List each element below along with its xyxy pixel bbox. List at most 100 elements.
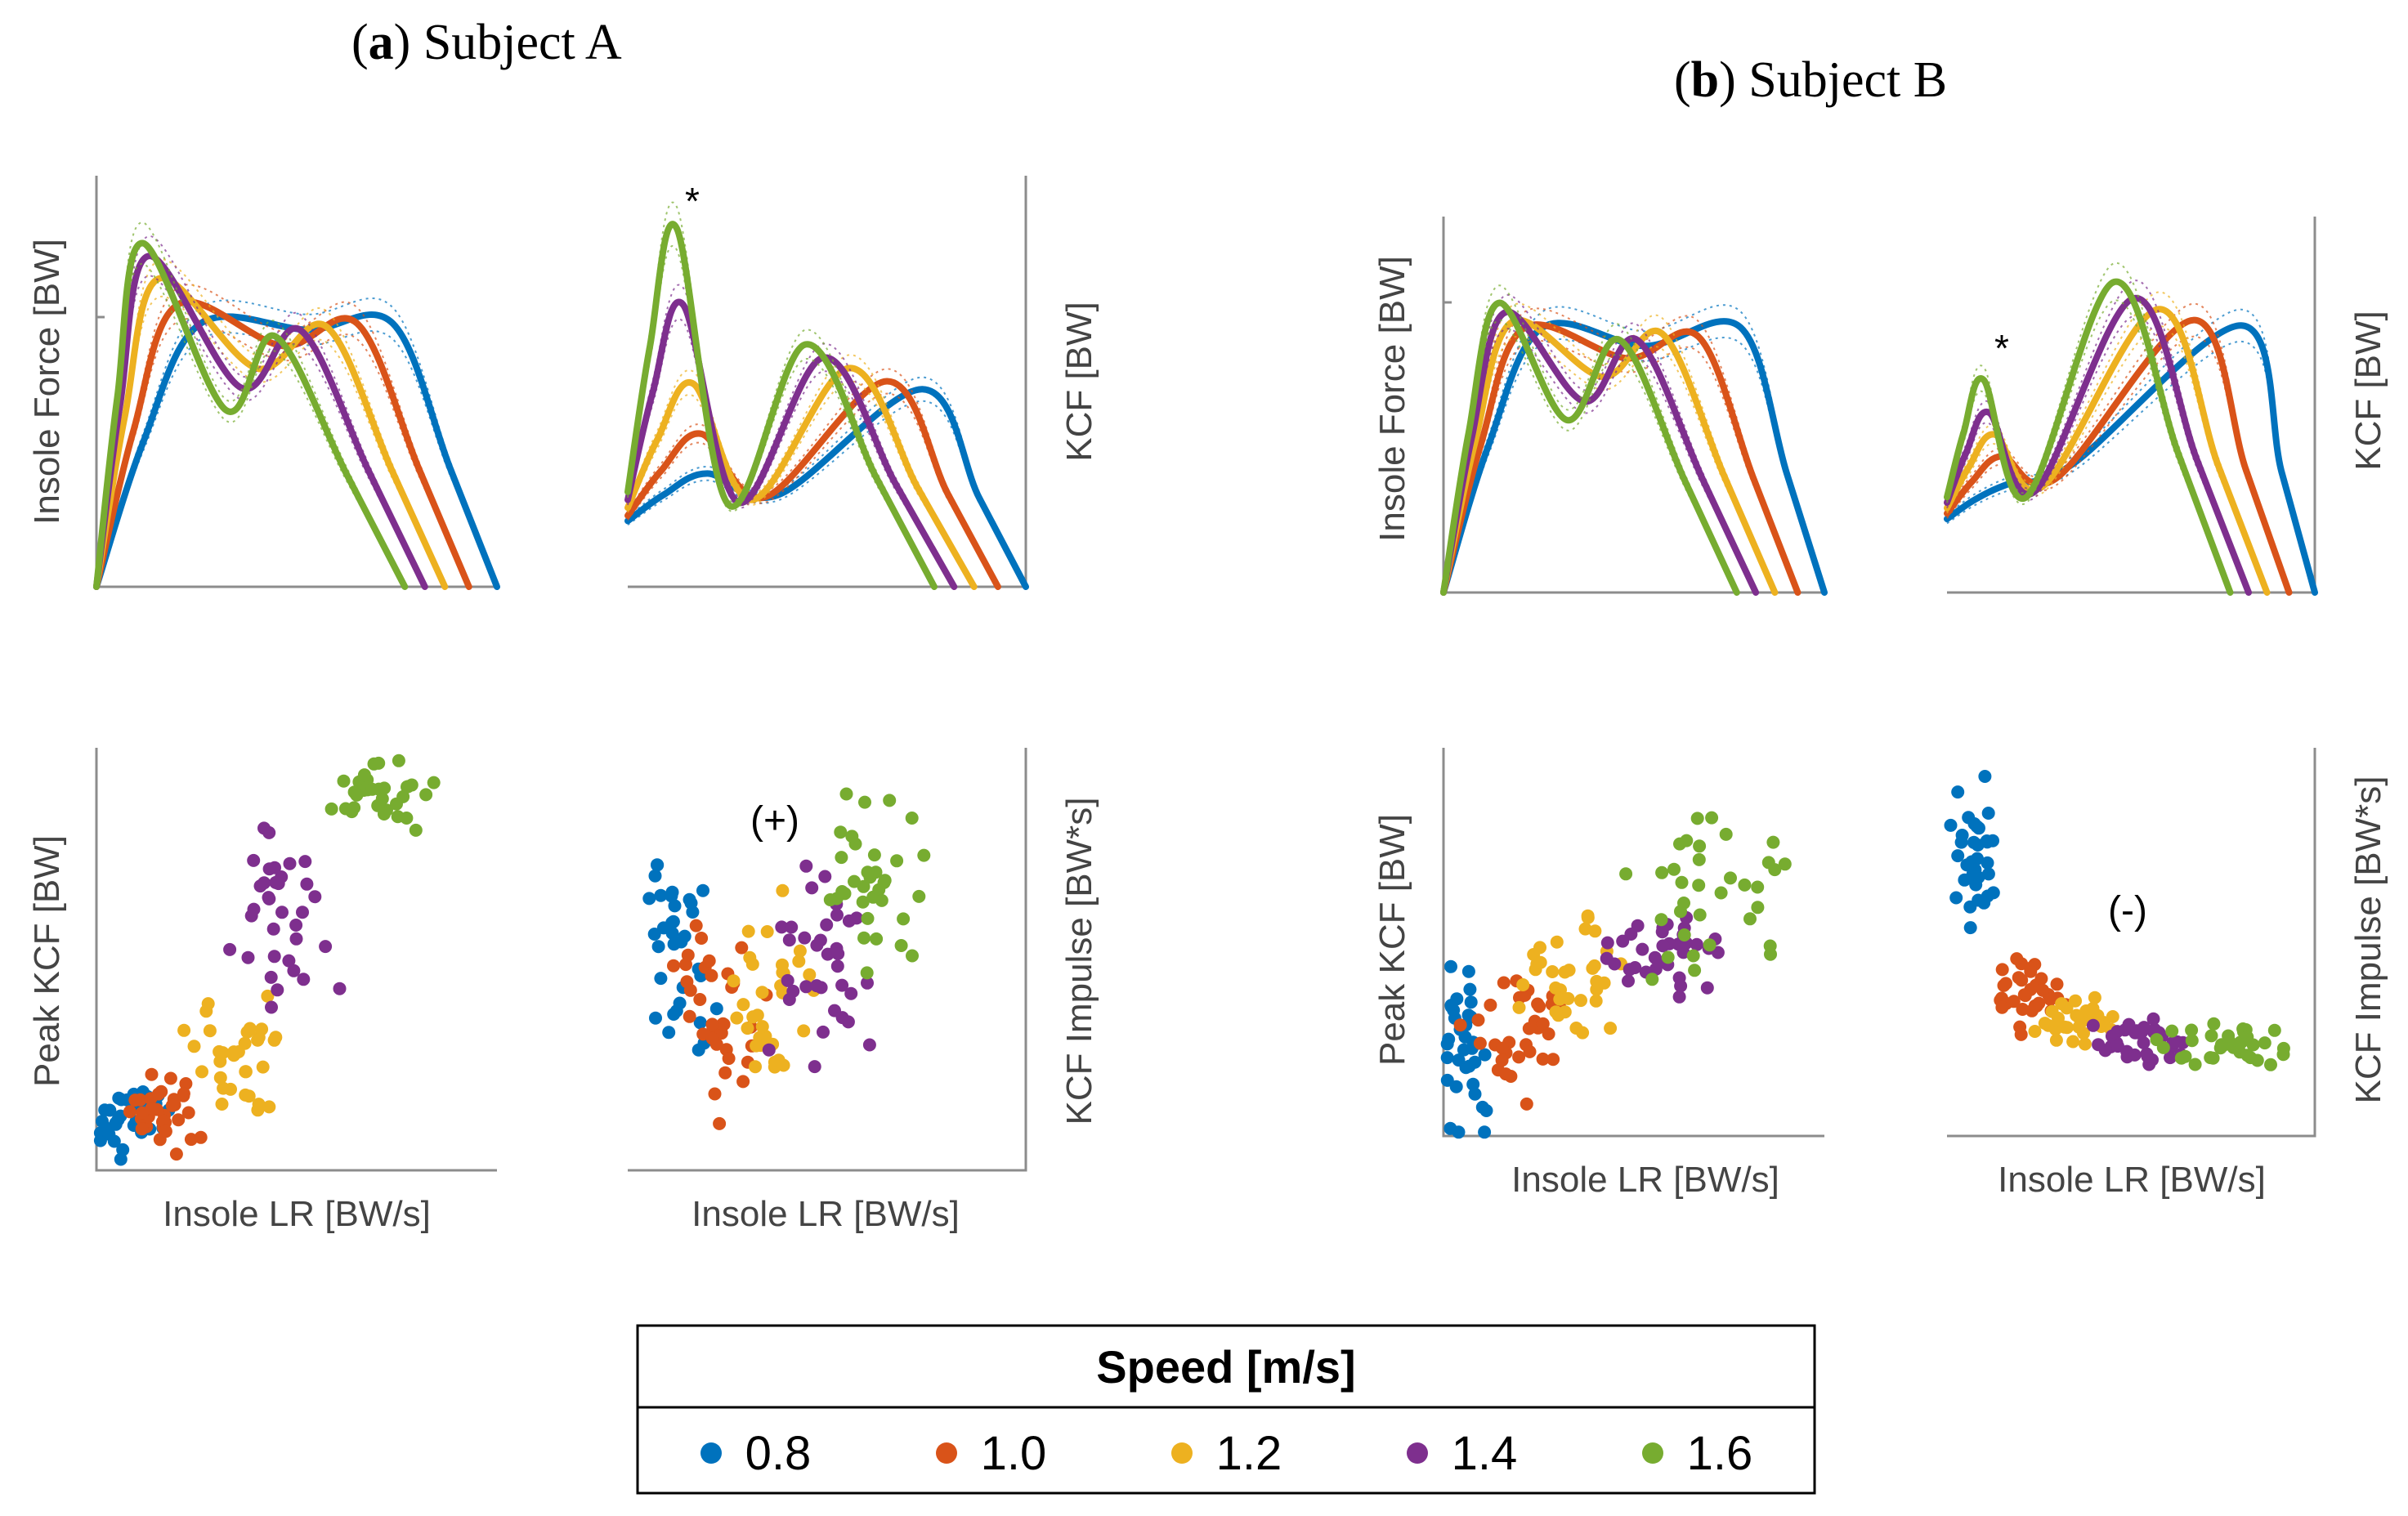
scatter-point-1.0 [1484,998,1497,1012]
scatter-point-1.4 [262,825,276,839]
scatter-point-1.0 [1473,1036,1487,1050]
series-line-1.6 [93,239,409,590]
panel-b-letter: b [1691,52,1719,108]
legend-entries: 0.8 1.0 1.2 1.4 1.6 [700,1427,1752,1480]
scatter-point-1.4 [762,1043,776,1057]
scatter-point-1.2 [2066,1035,2080,1049]
scatter-point-1.0 [165,1098,179,1112]
scatter-point-1.6 [1692,879,1706,892]
scatter-point-1.4 [844,986,858,1000]
scatter-point-0.8 [1951,785,1965,799]
scatter-point-0.8 [649,1011,662,1025]
scatter-point-1.6 [823,893,837,906]
scatter-point-1.2 [777,1058,790,1072]
scatter-point-0.8 [1468,1087,1482,1101]
scatter-point-1.2 [242,1089,256,1103]
series-1.2-lower-band [1946,325,2268,593]
scatter-point-1.2 [1549,981,1563,995]
scatter-point-1.4 [841,1015,855,1029]
scatter-point-1.6 [867,848,881,862]
scatter-point-1.0 [163,1071,177,1085]
scatter-point-1.6 [834,825,848,839]
scatter-point-1.6 [1654,913,1668,927]
scatter-point-1.2 [243,1022,257,1035]
x-axis-label: Insole LR [BW/s] [163,1194,431,1234]
scatter-point-1.6 [1693,908,1707,922]
points-group [93,754,441,1166]
peak-annotation: * [685,180,700,222]
scatter-point-1.6 [337,774,351,788]
scatter-point-1.4 [1674,979,1688,993]
scatter-point-1.4 [333,982,347,995]
scatter-point-1.4 [2128,1048,2142,1062]
scatter-point-0.8 [1475,1100,1489,1114]
scatter-point-1.6 [2188,1058,2202,1071]
scatter-point-1.4 [1690,937,1703,951]
scatter-point-1.2 [2079,1004,2093,1017]
scatter-point-1.2 [2069,994,2082,1008]
scatter-point-1.4 [266,922,280,936]
scatter-point-1.2 [2028,1025,2042,1038]
scatter-point-1.0 [1995,1000,2009,1014]
scatter-point-0.8 [651,858,664,872]
scatter-point-1.0 [713,1116,727,1130]
scatter-point-1.4 [262,862,276,876]
axis-lines [1947,748,2316,1138]
scatter-point-1.0 [169,1147,183,1161]
scatter-point-1.6 [845,830,859,843]
scatter-point-0.8 [1452,1053,1466,1067]
scatter-point-1.2 [792,955,806,968]
scatter-point-1.6 [917,848,931,862]
scatter-point-1.6 [1645,973,1659,986]
scatter-point-1.2 [749,1060,762,1074]
scatter-point-0.8 [662,1026,676,1040]
series-group [1440,284,1828,596]
scatter-point-0.8 [102,1127,116,1141]
scatter-point-0.8 [692,1043,705,1057]
scatter-point-1.6 [1693,839,1707,853]
scatter-point-1.4 [820,918,834,932]
scatter-point-1.0 [702,954,716,968]
scatter-point-1.0 [1520,1097,1533,1111]
series-line-1.6 [1944,278,2234,596]
scatter-point-1.2 [760,925,774,938]
scatter-point-1.6 [1719,827,1733,841]
scatter-point-1.6 [1688,964,1702,977]
scatter-point-1.2 [1558,1005,1572,1019]
scatter-point-1.2 [239,1065,253,1079]
scatter-point-1.4 [1600,936,1614,950]
scatter-point-0.8 [666,915,680,928]
scatter-point-1.0 [1495,1053,1509,1067]
scatter-point-1.6 [860,966,874,980]
scatter-point-1.0 [736,1075,750,1089]
scatter-point-0.8 [651,940,665,954]
scatter-point-1.2 [2088,991,2101,1004]
scatter-point-1.6 [835,851,848,865]
scatter-point-1.0 [1471,1013,1485,1027]
legend-label-1.6: 1.6 [1687,1427,1753,1480]
scatter-point-0.8 [1963,921,1977,935]
scatter-point-1.0 [1496,1041,1509,1055]
scatter-point-1.2 [1581,910,1595,924]
chart-A-peak-kcf: Peak KCF [BW] Insole LR [BW/s] [27,748,497,1234]
series-line-1.4 [93,253,428,590]
legend-label-1.0: 1.0 [981,1427,1047,1480]
scatter-point-1.0 [1497,976,1511,990]
scatter-point-1.0 [184,1133,198,1147]
series-1.2-upper-band [96,258,446,588]
scatter-point-0.8 [1949,891,1963,905]
scatter-point-1.0 [2014,1027,2028,1041]
scatter-point-1.0 [181,1106,195,1120]
scatter-point-1.2 [177,1023,191,1037]
scatter-point-0.8 [1466,1077,1480,1091]
y-axis-label: KCF [BW] [1059,302,1099,462]
scatter-point-1.6 [401,780,415,794]
scatter-point-1.4 [296,906,309,919]
scatter-point-1.2 [215,1098,229,1111]
scatter-point-1.6 [1680,834,1694,847]
axis-lines [1442,748,1824,1138]
scatter-point-1.6 [324,802,338,816]
scatter-point-1.4 [799,859,813,873]
scatter-point-1.4 [1700,981,1714,995]
peak-annotation: * [1994,327,2009,369]
